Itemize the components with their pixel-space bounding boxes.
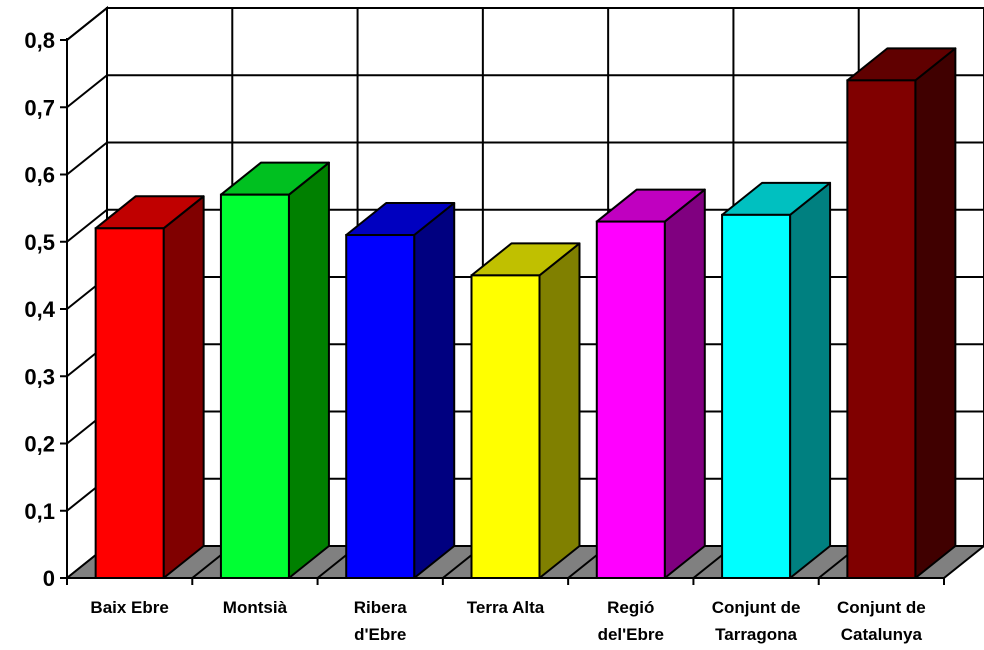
gridline-side-8 bbox=[66, 7, 108, 41]
category-label-4-line-1: del'Ebre bbox=[598, 625, 664, 644]
category-label-6-line-1: Catalunya bbox=[841, 625, 923, 644]
bar-side-3 bbox=[538, 242, 581, 579]
y-tick-label-1: 0,1 bbox=[24, 499, 55, 524]
bar-front-2 bbox=[345, 234, 416, 579]
y-tick-label-8: 0,8 bbox=[24, 28, 55, 53]
gridline-side-6 bbox=[66, 141, 108, 176]
bar-front-6 bbox=[846, 79, 917, 579]
bar-front-0 bbox=[94, 227, 165, 580]
y-tick-label-6: 0,6 bbox=[24, 163, 55, 188]
bar-side-5 bbox=[789, 181, 832, 579]
bar-2 bbox=[345, 202, 456, 579]
y-tick-label-5: 0,5 bbox=[24, 230, 55, 255]
bar-front-5 bbox=[721, 213, 792, 579]
bar-front-4 bbox=[595, 220, 666, 579]
category-label-4-line-0: Regió bbox=[607, 598, 654, 617]
bar-4 bbox=[595, 188, 706, 579]
bar-front-3 bbox=[470, 274, 541, 579]
bar-side-4 bbox=[663, 188, 706, 579]
bar-side-6 bbox=[914, 47, 957, 579]
bar-3 bbox=[470, 242, 581, 579]
y-tick-label-7: 0,7 bbox=[24, 95, 55, 120]
category-label-0-line-0: Baix Ebre bbox=[90, 598, 168, 617]
category-label-1-line-0: Montsià bbox=[223, 598, 288, 617]
y-tick-label-3: 0,3 bbox=[24, 364, 55, 389]
bar-front-1 bbox=[219, 193, 290, 580]
bar-side-2 bbox=[413, 202, 456, 579]
gridline-side-5 bbox=[66, 208, 108, 243]
category-label-6-line-0: Conjunt de bbox=[837, 598, 926, 617]
gridline-side-7 bbox=[66, 74, 108, 109]
category-label-5-line-0: Conjunt de bbox=[712, 598, 801, 617]
y-tick-label-0: 0 bbox=[43, 566, 55, 591]
bar-5 bbox=[721, 181, 832, 579]
bar-0 bbox=[94, 195, 205, 580]
y-tick-label-2: 0,2 bbox=[24, 432, 55, 457]
category-label-5-line-1: Tarragona bbox=[715, 625, 797, 644]
category-label-2-line-0: Ribera bbox=[354, 598, 407, 617]
y-tick-label-4: 0,4 bbox=[24, 297, 55, 322]
bar-side-0 bbox=[162, 195, 205, 579]
bar-side-1 bbox=[287, 161, 330, 579]
category-label-2-line-1: d'Ebre bbox=[354, 625, 406, 644]
bar-1 bbox=[219, 161, 330, 580]
category-label-3-line-0: Terra Alta bbox=[467, 598, 545, 617]
bar-6 bbox=[846, 47, 957, 579]
